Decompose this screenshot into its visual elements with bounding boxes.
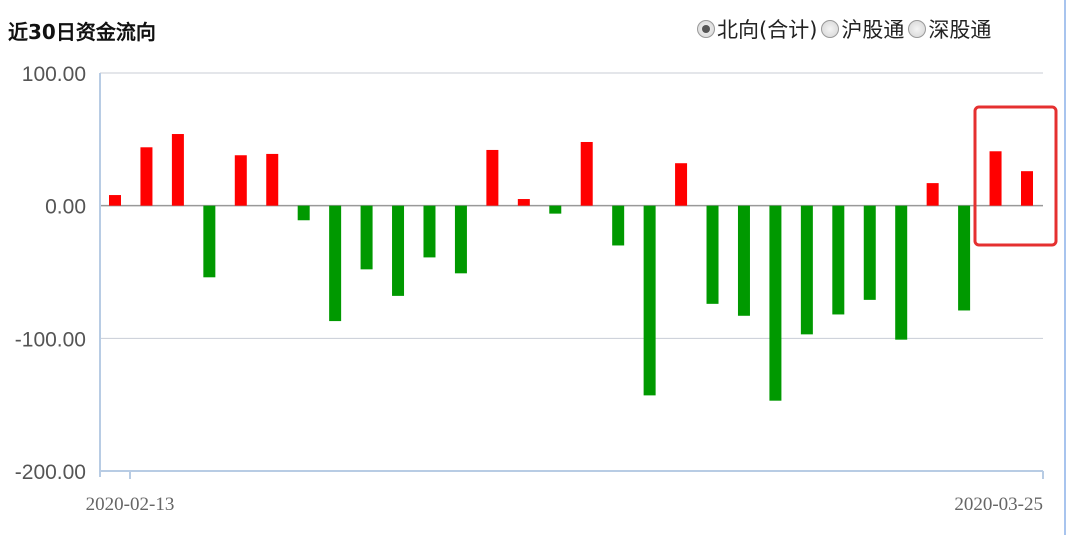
bar [895, 205, 908, 340]
bar [706, 205, 719, 304]
highlight-box [973, 105, 1058, 247]
radio-label: 沪股通 [841, 18, 905, 42]
bar [675, 163, 688, 206]
radio-northbound[interactable]: 北向(合计) [697, 14, 817, 44]
radio-shanghai[interactable]: 沪股通 [821, 14, 904, 44]
bar [203, 205, 216, 278]
market-selector: 北向(合计) 沪股通 深股通 [697, 14, 995, 44]
y-tick-label: 0.00 [45, 196, 86, 219]
y-tick-label: -100.00 [15, 328, 86, 351]
bar [769, 205, 782, 401]
bar [549, 205, 562, 214]
radio-checked-icon[interactable] [697, 20, 715, 38]
bar [737, 205, 750, 316]
bar [392, 205, 405, 296]
bar [989, 151, 1002, 206]
bar [643, 205, 656, 396]
bar [360, 205, 373, 270]
bar [517, 199, 530, 206]
radio-label: 北向(合计) [717, 18, 818, 42]
radio-unchecked-icon[interactable] [821, 20, 840, 38]
bar [234, 155, 247, 206]
bar [454, 205, 467, 274]
x-tick-label: 2020-02-13 [86, 494, 175, 515]
y-tick-label: -200.00 [15, 461, 86, 484]
bar [580, 141, 593, 206]
radio-shenzhen[interactable]: 深股通 [908, 14, 991, 44]
bar [863, 205, 876, 300]
bar [1021, 171, 1033, 206]
bar [140, 147, 153, 206]
y-tick-label: 100.00 [22, 63, 86, 86]
bar [171, 134, 184, 206]
bar [958, 205, 971, 311]
radio-label: 深股通 [928, 18, 992, 42]
bar [109, 195, 121, 206]
x-tick-label: 2020-03-25 [954, 494, 1043, 515]
bar [832, 205, 845, 315]
bar [329, 205, 342, 322]
bar [800, 205, 813, 335]
radio-unchecked-icon[interactable] [908, 20, 927, 38]
bar [926, 183, 939, 206]
panel-border [1064, 0, 1066, 535]
chart-title: 近30日资金流向 [8, 20, 156, 44]
bar [486, 149, 499, 206]
bar [423, 205, 436, 258]
bar [266, 153, 279, 206]
bar [612, 205, 625, 246]
bar [297, 205, 310, 221]
